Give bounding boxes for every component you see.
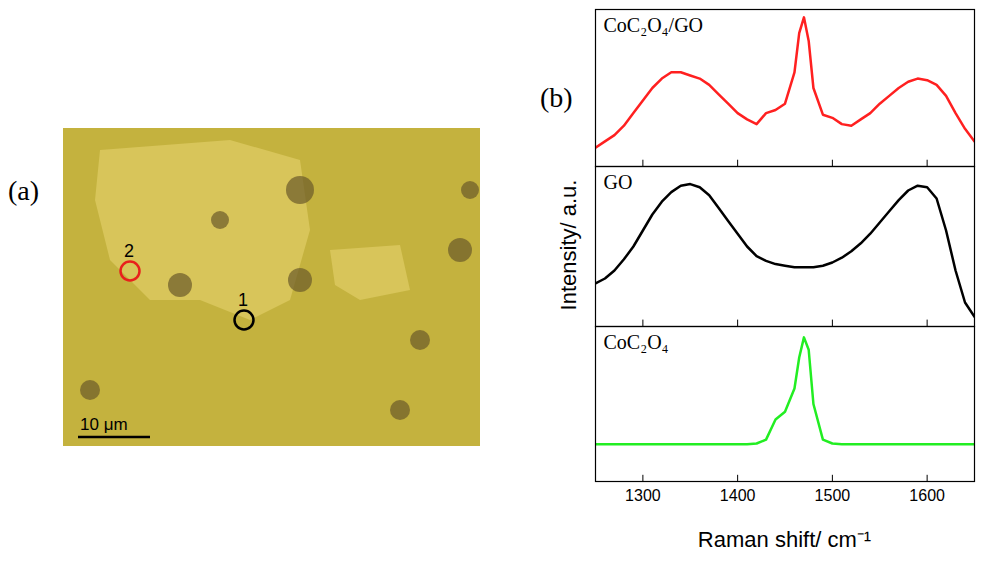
- html-text:(b): (b): [540, 82, 573, 113]
- svg-text:1300: 1300: [625, 487, 661, 504]
- svg-text:1: 1: [238, 290, 248, 310]
- html-text:Intensity/ a.u.: Intensity/ a.u.: [556, 179, 581, 310]
- svg-text:1600: 1600: [909, 487, 945, 504]
- svg-text:1400: 1400: [720, 487, 756, 504]
- svg-text:(a): (a): [8, 175, 39, 206]
- html-text:Raman shift/ cm⁻¹: Raman shift/ cm⁻¹: [697, 527, 872, 552]
- svg-text:1500: 1500: [815, 487, 851, 504]
- svg-text:GO: GO: [604, 171, 633, 193]
- svg-text:CoC₂O₄: CoC₂O₄: [604, 331, 669, 353]
- svg-text:10 μm: 10 μm: [80, 415, 128, 434]
- svg-text:2: 2: [124, 241, 134, 261]
- svg-text:CoC₂O₄/GO: CoC₂O₄/GO: [604, 14, 704, 36]
